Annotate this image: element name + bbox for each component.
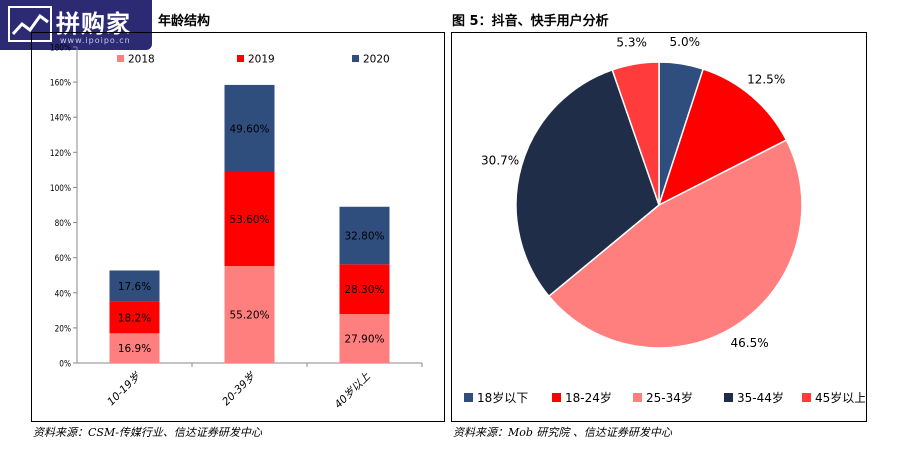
legend-label: 2020 — [363, 54, 390, 66]
legend-swatch — [237, 55, 244, 62]
left-chart-title: 年龄结构 — [158, 14, 211, 29]
bar-segment — [224, 84, 275, 172]
bar-data-label: 53.60% — [229, 214, 269, 226]
logo-name: 拼购家 — [56, 10, 131, 38]
y-tick-label: 60% — [55, 252, 72, 263]
pie-value-label: 5.0% — [670, 35, 701, 49]
bar-data-label: 17.6% — [118, 281, 151, 293]
pie-value-label: 30.7% — [481, 153, 519, 167]
legend-label: 2019 — [248, 54, 275, 66]
legend-swatch — [633, 393, 642, 402]
bar-segment — [109, 301, 160, 334]
legend-label: 45岁以上 — [815, 390, 865, 405]
y-tick-label: 120% — [50, 147, 71, 158]
legend-label: 18-24岁 — [565, 390, 612, 405]
pie-slice — [611, 61, 660, 206]
bar-data-label: 55.20% — [229, 310, 269, 322]
y-tick-label: 140% — [50, 112, 71, 123]
bar-data-label: 27.90% — [344, 334, 384, 346]
right-chart-source: 资料来源：Mob 研究院 、信达证券研发中心 — [453, 426, 672, 439]
y-tick-label: 20% — [55, 323, 72, 334]
y-tick-label: 80% — [55, 217, 72, 228]
pie-value-label: 5.3% — [616, 35, 647, 49]
pie-value-label: 46.5% — [731, 336, 769, 350]
y-tick-label: 0% — [59, 358, 71, 369]
bar-segment — [339, 206, 390, 265]
y-tick-label: 160% — [50, 77, 71, 88]
chart-logo-icon — [8, 6, 52, 42]
bar-segment — [224, 266, 275, 363]
bar-data-label: 32.80% — [344, 231, 384, 243]
legend-swatch — [802, 393, 811, 402]
legend-swatch — [352, 55, 359, 62]
legend-swatch — [117, 55, 124, 62]
right-chart-title: 图 5：抖音、快手用户分析 — [452, 14, 609, 29]
pie-slice — [515, 68, 660, 298]
y-tick-label: 40% — [55, 288, 72, 299]
pie-chart: 5.0% 12.5% 46.5% 30.7% 5.3% 18岁以下 18-24岁 25-34岁… — [464, 35, 866, 405]
legend-swatch — [552, 393, 561, 402]
legend-swatch — [724, 393, 733, 402]
y-tick-label: 100% — [50, 182, 71, 193]
bar-data-label: 18.2% — [118, 312, 151, 324]
left-chart-source: 资料来源：CSM-传媒行业、信达证券研发中心 — [33, 426, 262, 439]
bar-data-label: 16.9% — [118, 343, 151, 355]
bar-segment — [224, 171, 275, 267]
legend-swatch — [464, 393, 473, 402]
right-chart-panel: 5.0% 12.5% 46.5% 30.7% 5.3% 18岁以下 18-24岁 25-34岁… — [451, 32, 867, 422]
bar-segment — [339, 314, 390, 363]
legend-label: 25-34岁 — [646, 390, 693, 405]
x-category-label: 40岁以上 — [332, 370, 373, 411]
legend-label: 18岁以下 — [477, 390, 528, 405]
x-category-label: 10-19岁 — [105, 370, 144, 409]
pie-slice — [657, 68, 788, 207]
legend-label: 35-44岁 — [737, 390, 784, 405]
x-category-label: 20-39岁 — [220, 370, 259, 409]
pie-value-label: 12.5% — [747, 73, 785, 87]
bar-data-label: 28.30% — [344, 284, 384, 296]
bar-segment — [109, 270, 160, 302]
legend-label: 2018 — [128, 54, 155, 66]
bar-data-label: 49.60% — [229, 123, 269, 135]
y-tick-label: 180% — [50, 42, 71, 53]
bar-segment — [339, 264, 390, 315]
site-logo: 拼购家 www.ipoipo.cn — [0, 0, 152, 50]
logo-url: www.ipoipo.cn — [60, 36, 131, 45]
bar-segment — [109, 333, 160, 363]
left-chart-panel: 0% 20% 40% 60% 80% 100% 120% 140% 160% 180% 16.9% 1… — [31, 32, 445, 422]
pie-slice — [547, 139, 803, 349]
stacked-bar-chart: 0% 20% 40% 60% 80% 100% 120% 140% 160% 180% 16.9% 1… — [50, 42, 423, 411]
